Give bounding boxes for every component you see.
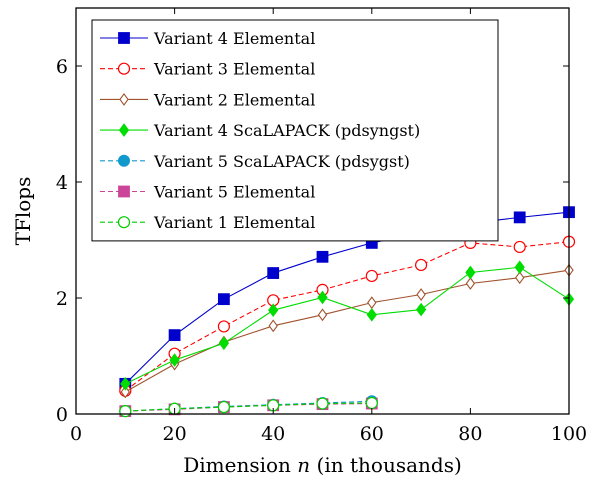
plot-frame xyxy=(75,7,570,415)
legend-label: Variant 5 ScaLAPACK (pdsygst) xyxy=(153,152,410,171)
data-point xyxy=(120,377,131,391)
data-point xyxy=(119,405,132,418)
x-tick-label: 60 xyxy=(360,423,384,445)
legend-marker xyxy=(118,123,130,137)
data-point xyxy=(317,290,328,305)
data-point xyxy=(367,296,377,310)
y-tick-label: 4 xyxy=(56,172,68,194)
legend-entry: Variant 4 ScaLAPACK (pdsyngst) xyxy=(100,121,420,140)
data-point xyxy=(416,288,426,301)
legend-entry: Variant 3 Elemental xyxy=(100,60,315,79)
data-point xyxy=(415,258,428,272)
legend-entry: Variant 1 Elemental xyxy=(100,213,315,232)
data-point xyxy=(217,320,230,333)
series-3 xyxy=(120,263,574,399)
series-line xyxy=(125,266,570,385)
x-tick-label: 100 xyxy=(551,423,587,445)
legend-marker xyxy=(118,32,130,44)
data-point xyxy=(366,307,377,322)
series-line xyxy=(125,403,372,412)
series-line xyxy=(125,402,372,412)
x-axis-label-suffix: (in thousands) xyxy=(317,453,462,477)
y-tick-label: 0 xyxy=(56,404,68,426)
y-axis-label: TFlops xyxy=(11,177,35,246)
y-tick-label: 6 xyxy=(56,56,68,78)
legend-marker xyxy=(118,154,130,167)
data-point xyxy=(217,400,230,414)
series-2 xyxy=(119,235,576,397)
x-axis-label: Dimension n (in thousands) xyxy=(183,453,462,477)
data-point xyxy=(267,267,280,279)
data-point xyxy=(169,353,180,367)
x-tick-label: 80 xyxy=(458,423,482,445)
legend-entry: Variant 5 ScaLAPACK (pdsygst) xyxy=(100,152,410,171)
data-point xyxy=(316,397,329,410)
legend-entry: Variant 5 Elemental xyxy=(100,183,315,202)
legend-label: Variant 4 Elemental xyxy=(153,29,315,48)
series-7 xyxy=(119,396,378,418)
legend-label: Variant 5 Elemental xyxy=(153,183,315,202)
data-point xyxy=(268,303,279,318)
data-point xyxy=(513,211,526,224)
legend: Variant 4 Elemental Variant 3 Elemental Va… xyxy=(91,19,499,242)
legend-label: Variant 3 Elemental xyxy=(153,60,315,79)
legend-box xyxy=(91,19,499,242)
data-point xyxy=(317,308,328,322)
data-point xyxy=(465,265,476,280)
legend-label: Variant 4 ScaLAPACK (pdsyngst) xyxy=(153,121,420,140)
series-4 xyxy=(120,260,575,391)
legend-marker xyxy=(118,185,130,198)
data-point xyxy=(513,240,526,254)
x-axis-label-var: n xyxy=(297,453,310,477)
data-point xyxy=(465,277,476,290)
x-tick-label: 20 xyxy=(163,423,187,445)
legend-entry: Variant 4 Elemental xyxy=(100,29,315,48)
legend-marker xyxy=(117,216,131,229)
series-line xyxy=(124,241,570,392)
legend-marker xyxy=(119,92,129,106)
ticks-layer: 0 20 40 60 80 100 0 2 4 6 xyxy=(56,8,587,445)
data-point xyxy=(218,336,230,351)
data-point xyxy=(268,319,278,333)
data-point xyxy=(316,250,329,263)
y-tick-label: 2 xyxy=(56,288,68,310)
data-point xyxy=(514,260,525,275)
x-tick-label: 0 xyxy=(70,423,82,445)
legend-label: Variant 1 Elemental xyxy=(153,213,315,232)
data-point xyxy=(365,396,378,410)
legend-marker xyxy=(117,62,131,75)
data-point xyxy=(365,269,378,283)
legend-entry: Variant 2 Elemental xyxy=(100,90,315,109)
data-point xyxy=(168,329,181,342)
data-point xyxy=(515,271,525,285)
data-point xyxy=(217,293,230,306)
data-point xyxy=(120,385,130,399)
x-tick-label: 40 xyxy=(261,423,285,445)
data-point xyxy=(415,302,427,317)
series-line xyxy=(125,269,570,393)
x-axis-label-main: Dimension xyxy=(183,453,291,477)
legend-label: Variant 2 Elemental xyxy=(153,90,315,109)
